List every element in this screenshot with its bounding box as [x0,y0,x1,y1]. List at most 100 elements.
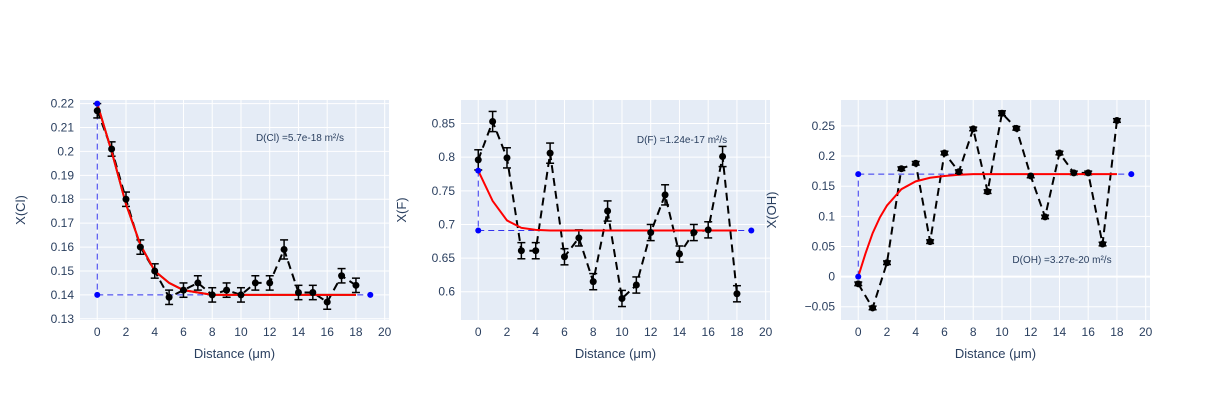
data-point [969,125,977,133]
data-point [940,149,948,157]
data-point [237,291,245,299]
y-tick-label: 0.15 [812,179,836,193]
y-tick-label: 0.7 [438,217,455,231]
data-point [575,234,583,242]
data-point [912,159,920,167]
data-point [223,286,231,294]
initial-marker [475,167,482,174]
data-point [338,272,346,280]
data-point [719,153,727,161]
y-tick-label: −0.05 [805,300,836,314]
x-tick-label: 12 [1024,325,1038,339]
y-tick-label: 0.75 [432,184,456,198]
x-axis-title: Distance (μm) [194,346,275,361]
data-point [503,154,511,162]
data-point [1113,116,1121,124]
x-tick-label: 14 [673,325,687,339]
x-tick-label: 8 [209,325,216,339]
data-point [546,149,554,157]
y-tick-label: 0.2 [57,144,74,158]
data-point [194,279,202,287]
data-point [517,247,525,255]
x-axis-title: Distance (μm) [955,346,1036,361]
data-point [122,195,130,203]
x-tick-label: 20 [378,325,392,339]
data-point [854,280,862,288]
y-tick-label: 0.14 [51,288,75,302]
data-point [352,281,360,289]
data-point [251,279,259,287]
x-tick-label: 6 [180,325,187,339]
data-point [208,291,216,299]
x-tick-label: 14 [292,325,306,339]
x-tick-label: 2 [884,325,891,339]
data-point [489,118,497,126]
y-tick-label: 0.25 [812,119,836,133]
x-tick-label: 18 [1110,325,1124,339]
data-point [897,165,905,173]
data-point [998,109,1006,117]
bulk-marker-end [1128,171,1135,178]
data-point [108,145,116,153]
data-point [883,259,891,267]
bulk-marker-start [94,291,101,298]
y-tick-label: 0.18 [51,192,75,206]
x-tick-label: 12 [263,325,277,339]
y-tick-label: 0.05 [812,239,836,253]
x-tick-label: 8 [590,325,597,339]
x-tick-label: 12 [644,325,658,339]
fit-curve [857,173,1117,277]
x-tick-label: 8 [970,325,977,339]
y-tick-label: 0.13 [51,312,75,326]
x-tick-label: 18 [349,325,363,339]
data-point [955,168,963,176]
data-point [869,304,877,312]
x-tick-label: 4 [151,325,158,339]
diffusion-annotation: D(F) =1.24e-17 m²/s [637,135,727,146]
y-axis-title: X(F) [394,197,409,222]
y-tick-label: 0.85 [432,117,456,131]
x-tick-label: 2 [504,325,511,339]
y-tick-label: 0.2 [818,149,835,163]
data-point [733,290,741,298]
x-tick-label: 6 [561,325,568,339]
data-point [632,281,640,289]
x-tick-label: 14 [1053,325,1067,339]
chart-panel-2: 0 2 4 6 8 10 12 14 16 18 20 0.6 0.65 0.7 0.75 0.8 0.85 Di… [394,100,773,361]
x-tick-label: 16 [321,325,335,339]
data-point [1041,213,1049,221]
initial-marker [855,273,862,280]
diffusion-annotation: D(Cl) =5.7e-18 m²/s [256,133,344,144]
y-tick-label: 0.17 [51,216,75,230]
data-point [618,294,626,302]
initial-marker [94,100,101,107]
data-point [280,245,288,253]
data-point [1055,149,1063,157]
data-point [1012,124,1020,132]
bulk-marker-end [367,291,374,298]
y-axis-title: X(OH) [764,192,779,229]
data-point [661,191,669,199]
bulk-marker-end [748,227,755,234]
x-tick-label: 16 [1082,325,1096,339]
data-point [589,278,597,286]
data-point [136,243,144,251]
x-tick-label: 4 [532,325,539,339]
data-point [266,279,274,287]
y-tick-label: 0.22 [51,97,75,111]
chart-panel-1: 0 2 4 6 8 10 12 14 16 18 20 0.13 0.14 0.15 0.16 0.17 0.1… [13,97,392,361]
data-point [294,289,302,296]
x-tick-label: 10 [995,325,1009,339]
data-point [474,156,482,164]
data-point [309,289,317,296]
x-tick-label: 4 [912,325,919,339]
data-point [1070,169,1078,177]
data-point [93,107,101,115]
data-point [1027,172,1035,180]
data-point [151,267,159,275]
y-axis-title: X(Cl) [13,195,28,225]
data-point [165,293,173,301]
x-tick-label: 0 [475,325,482,339]
y-tick-label: 0.65 [432,251,456,265]
